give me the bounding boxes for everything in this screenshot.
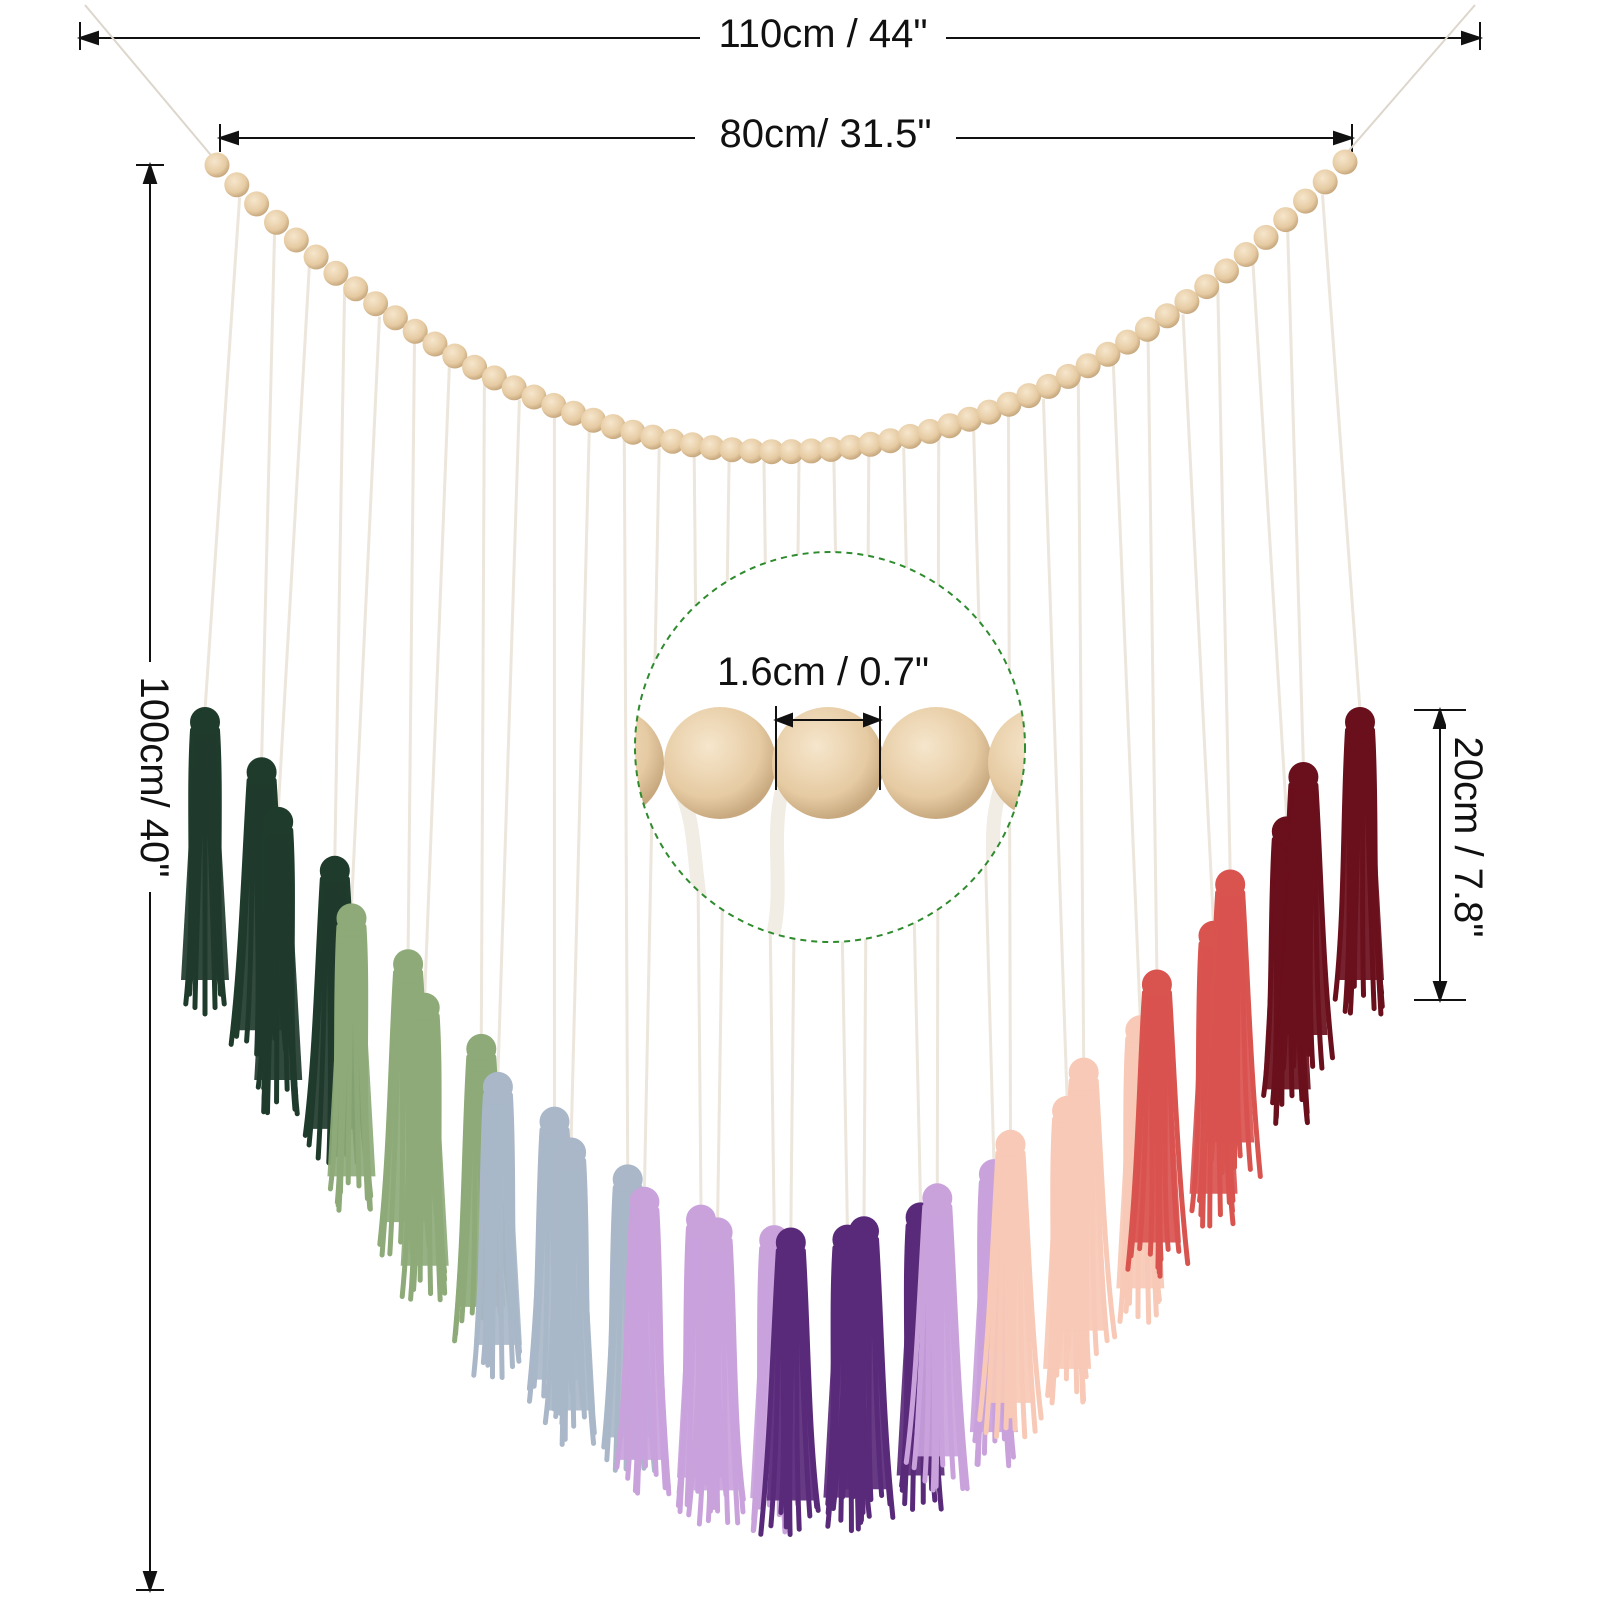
tassel-string (1043, 399, 1067, 1099)
bead (1234, 242, 1259, 267)
tassel-string (278, 262, 309, 810)
tassel-string (1253, 259, 1287, 819)
tassel-string (408, 341, 414, 952)
tassel-string (205, 198, 240, 711)
tassel-string (352, 317, 380, 907)
bead (284, 228, 309, 253)
tassel-string (1323, 195, 1361, 710)
bead (205, 153, 230, 178)
tassel-string (1113, 361, 1140, 1018)
bead (264, 210, 289, 235)
bead (1174, 289, 1199, 314)
tassel-string (335, 290, 345, 859)
bead (323, 261, 348, 286)
tassel-string (624, 440, 627, 1168)
total-height-label: 100cm/ 40" (132, 662, 176, 892)
bead (1254, 225, 1279, 250)
bead (1333, 150, 1358, 175)
tassel-string (571, 429, 589, 1141)
tassel-string (262, 231, 275, 761)
tassel (1128, 970, 1188, 1277)
bead (304, 245, 329, 270)
tassel-string (1078, 381, 1083, 1061)
bead-strand-width-label: 80cm/ 31.5" (695, 112, 956, 156)
bead (1313, 169, 1338, 194)
bead-callout (552, 552, 1100, 942)
tassel-string (425, 363, 450, 996)
tassel-string (498, 400, 520, 1075)
tassel (1202, 870, 1260, 1177)
bead-diameter-label: 1.6cm / 0.7" (680, 650, 966, 694)
tassel-length-label: 20cm / 7.8" (1446, 722, 1490, 952)
callout-bead (552, 707, 664, 819)
callout-bead (664, 707, 776, 819)
bead (1293, 189, 1318, 214)
tassel (181, 707, 229, 1014)
bead (343, 276, 368, 301)
tassel-string (1218, 288, 1230, 873)
bead (1273, 207, 1298, 232)
tassel (1335, 707, 1384, 1014)
total-width-label: 110cm / 44" (700, 12, 946, 56)
bead (1194, 274, 1219, 299)
tassel-string (1183, 314, 1214, 923)
bead-strand (205, 150, 1358, 465)
callout-bead (988, 707, 1100, 819)
tassel-string (1148, 339, 1157, 973)
bead (224, 172, 249, 197)
tassel-string (1288, 228, 1304, 765)
bead (1214, 258, 1239, 283)
callout-bead (880, 707, 992, 819)
bead (244, 191, 269, 216)
tassel-string (481, 383, 484, 1037)
